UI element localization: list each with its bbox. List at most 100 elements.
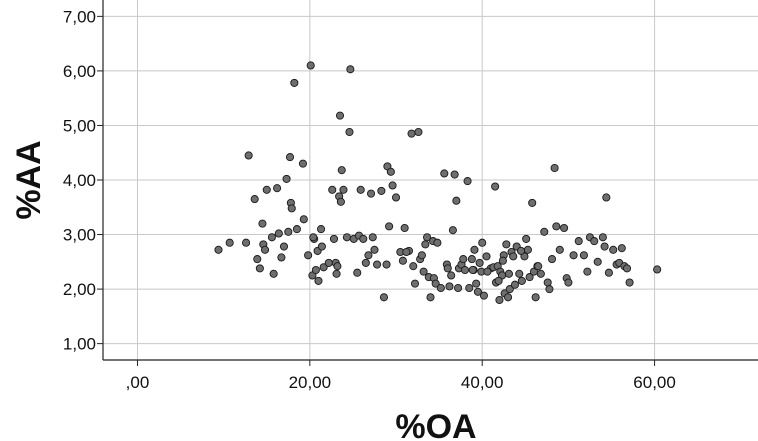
data-point [454,283,463,293]
data-point [274,229,283,238]
data-point [510,280,520,289]
data-point [298,159,307,168]
data-points [214,61,662,305]
data-point [419,267,428,276]
data-point [335,111,345,120]
data-point [402,247,411,257]
data-point [468,265,477,275]
data-point [653,265,662,274]
data-point [285,153,295,162]
data-point [564,278,573,287]
data-point [370,245,379,254]
data-point [290,78,299,87]
data-point [590,237,599,246]
data-point [242,238,251,247]
data-point [273,184,282,193]
data-point [504,269,513,278]
data-point [414,127,423,137]
data-point [267,233,276,242]
data-point [523,245,532,254]
data-point [262,185,271,194]
y-tick-label: 2,00 [63,280,96,299]
data-point [398,256,407,265]
data-point [555,245,564,254]
data-point [269,269,278,278]
data-point [421,240,430,249]
data-point [470,245,479,254]
data-point [382,260,391,269]
data-point [431,279,440,288]
data-point [531,293,540,302]
data-point [525,273,534,282]
data-point [225,238,234,247]
data-point [440,169,449,178]
data-point [536,269,545,278]
data-point [602,193,611,202]
data-point [495,295,504,305]
data-point [617,244,626,253]
data-point [359,234,368,243]
y-axis-tick-labels: 1,00 2,00 3,00 4,00 5,00 6,00 7,00 [63,7,103,354]
data-point [516,246,526,255]
data-point [545,285,554,294]
data-point [311,265,320,275]
data-point [460,265,470,275]
data-point [409,262,418,271]
data-point [448,226,457,235]
data-point [304,251,313,260]
data-point [505,285,514,294]
data-point [250,195,259,204]
data-point [214,245,223,254]
data-point [494,276,503,285]
data-point [345,127,354,137]
data-point [569,251,578,260]
data-point [522,234,531,243]
y-tick-label: 1,00 [63,335,96,354]
data-point [598,233,607,242]
data-point [391,193,401,202]
data-point [472,279,481,288]
data-point [319,263,328,272]
data-point [528,198,537,207]
data-point [600,242,609,251]
data-point [306,61,315,70]
y-tick-label: 3,00 [63,226,96,245]
data-point [314,276,323,285]
data-point [407,129,416,138]
data-point [309,233,318,242]
data-point [509,252,518,261]
data-point [593,257,602,266]
x-tick-label: 20,00 [289,373,332,392]
data-point [447,271,456,280]
data-point [560,223,569,233]
data-point [332,269,341,278]
data-point [482,252,491,261]
data-point [433,238,442,247]
data-point [342,233,351,242]
data-point [604,268,613,277]
data-point [282,174,291,183]
data-point [467,255,476,264]
data-point [517,276,526,285]
data-point [333,262,342,271]
data-point [473,287,482,296]
data-point [465,283,474,293]
data-point [579,251,588,260]
y-tick-label: 6,00 [63,62,96,81]
data-point [379,293,389,302]
data-point [534,262,543,271]
data-point [260,245,270,254]
data-point [450,170,459,179]
x-tick-label: ,00 [126,373,150,392]
data-point [543,278,552,287]
x-axis-tick-labels: ,00 20,00 40,00 60,00 [126,360,676,392]
data-point [550,163,559,173]
data-point [426,293,435,302]
data-point [622,264,632,273]
y-tick-label: 4,00 [63,171,96,190]
data-point [279,242,289,251]
data-point [459,255,468,264]
data-point [329,234,339,243]
data-point [244,151,253,160]
